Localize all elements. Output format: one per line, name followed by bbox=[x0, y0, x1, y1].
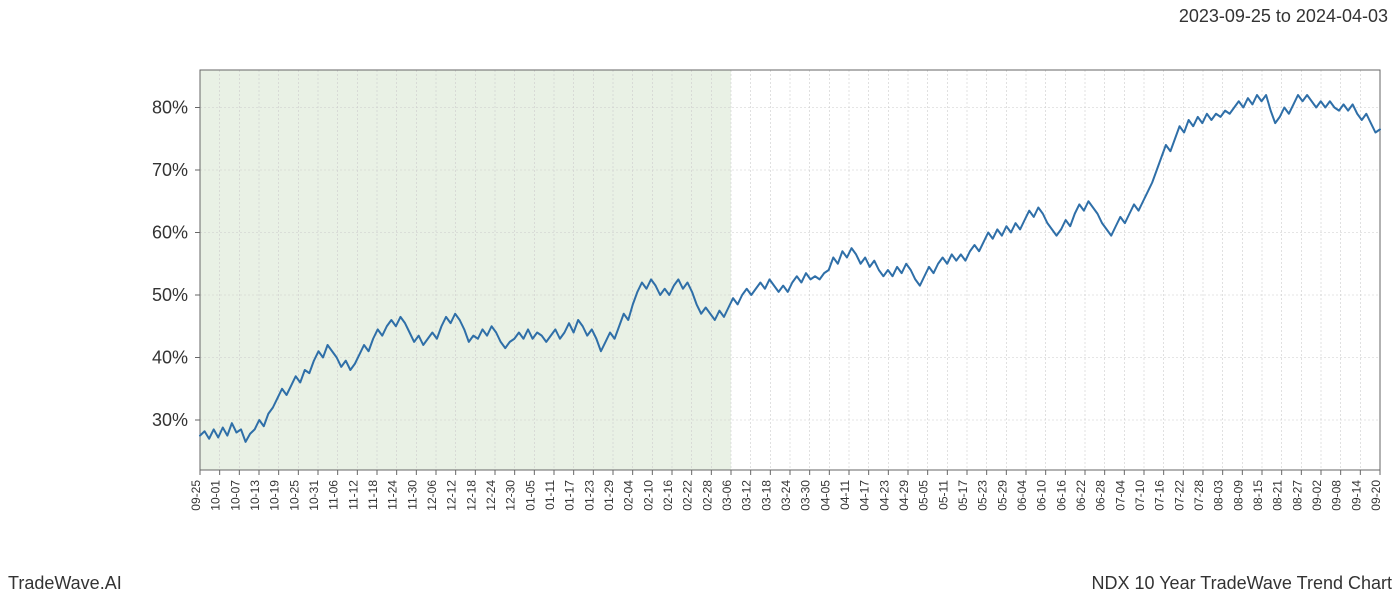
svg-text:05-29: 05-29 bbox=[995, 480, 1009, 511]
svg-text:03-06: 03-06 bbox=[720, 480, 734, 511]
svg-text:12-12: 12-12 bbox=[445, 480, 459, 511]
svg-text:09-08: 09-08 bbox=[1330, 480, 1344, 511]
svg-text:09-20: 09-20 bbox=[1369, 480, 1383, 511]
svg-text:03-30: 03-30 bbox=[799, 480, 813, 511]
svg-text:02-10: 02-10 bbox=[641, 480, 655, 511]
chart-title: NDX 10 Year TradeWave Trend Chart bbox=[1092, 573, 1393, 594]
svg-text:12-30: 12-30 bbox=[504, 480, 518, 511]
svg-text:01-23: 01-23 bbox=[582, 480, 596, 511]
svg-text:08-09: 08-09 bbox=[1231, 480, 1245, 511]
svg-text:02-16: 02-16 bbox=[661, 480, 675, 511]
svg-text:05-23: 05-23 bbox=[976, 480, 990, 511]
svg-text:10-31: 10-31 bbox=[307, 480, 321, 511]
svg-text:05-05: 05-05 bbox=[917, 480, 931, 511]
svg-text:11-12: 11-12 bbox=[346, 480, 360, 510]
brand-label: TradeWave.AI bbox=[8, 573, 122, 594]
svg-text:04-23: 04-23 bbox=[877, 480, 891, 511]
svg-text:04-11: 04-11 bbox=[838, 480, 852, 510]
svg-text:30%: 30% bbox=[152, 410, 188, 430]
svg-text:07-04: 07-04 bbox=[1113, 480, 1127, 511]
svg-text:01-29: 01-29 bbox=[602, 480, 616, 511]
svg-text:01-17: 01-17 bbox=[563, 480, 577, 511]
svg-text:60%: 60% bbox=[152, 223, 188, 243]
svg-text:09-02: 09-02 bbox=[1310, 480, 1324, 511]
svg-text:02-04: 02-04 bbox=[622, 480, 636, 511]
svg-text:04-05: 04-05 bbox=[818, 480, 832, 511]
svg-text:12-18: 12-18 bbox=[464, 480, 478, 511]
svg-text:05-11: 05-11 bbox=[936, 480, 950, 510]
svg-text:07-22: 07-22 bbox=[1172, 480, 1186, 511]
svg-text:50%: 50% bbox=[152, 285, 188, 305]
svg-text:06-28: 06-28 bbox=[1094, 480, 1108, 511]
svg-text:11-18: 11-18 bbox=[366, 480, 380, 510]
svg-text:09-14: 09-14 bbox=[1349, 480, 1363, 511]
svg-text:07-16: 07-16 bbox=[1153, 480, 1167, 511]
svg-text:06-22: 06-22 bbox=[1074, 480, 1088, 511]
svg-text:11-06: 11-06 bbox=[327, 480, 341, 510]
svg-text:06-04: 06-04 bbox=[1015, 480, 1029, 511]
svg-text:05-17: 05-17 bbox=[956, 480, 970, 511]
svg-text:08-27: 08-27 bbox=[1290, 480, 1304, 511]
svg-text:07-28: 07-28 bbox=[1192, 480, 1206, 511]
svg-text:10-25: 10-25 bbox=[287, 480, 301, 511]
svg-text:10-19: 10-19 bbox=[268, 480, 282, 511]
svg-text:09-25: 09-25 bbox=[189, 480, 203, 511]
svg-text:01-11: 01-11 bbox=[543, 480, 557, 510]
svg-text:02-22: 02-22 bbox=[681, 480, 695, 511]
svg-text:11-30: 11-30 bbox=[405, 480, 419, 510]
date-range-label: 2023-09-25 to 2024-04-03 bbox=[1179, 6, 1388, 27]
svg-text:40%: 40% bbox=[152, 348, 188, 368]
svg-text:11-24: 11-24 bbox=[386, 480, 400, 510]
svg-text:03-12: 03-12 bbox=[740, 480, 754, 511]
svg-text:70%: 70% bbox=[152, 160, 188, 180]
svg-text:10-01: 10-01 bbox=[209, 480, 223, 511]
svg-text:08-21: 08-21 bbox=[1271, 480, 1285, 511]
svg-text:06-10: 06-10 bbox=[1035, 480, 1049, 511]
svg-text:12-24: 12-24 bbox=[484, 480, 498, 511]
svg-text:10-13: 10-13 bbox=[248, 480, 262, 511]
svg-text:06-16: 06-16 bbox=[1054, 480, 1068, 511]
svg-text:07-10: 07-10 bbox=[1133, 480, 1147, 511]
svg-text:80%: 80% bbox=[152, 98, 188, 118]
svg-text:10-07: 10-07 bbox=[228, 480, 242, 511]
svg-text:04-17: 04-17 bbox=[858, 480, 872, 511]
svg-text:03-24: 03-24 bbox=[779, 480, 793, 511]
svg-text:02-28: 02-28 bbox=[700, 480, 714, 511]
svg-text:04-29: 04-29 bbox=[897, 480, 911, 511]
trend-chart: 30% 40% 50% 60% 70% 80% 09-25 10-01 10-07 10-13 10… bbox=[0, 40, 1400, 560]
svg-text:01-05: 01-05 bbox=[523, 480, 537, 511]
svg-text:03-18: 03-18 bbox=[759, 480, 773, 511]
svg-text:12-06: 12-06 bbox=[425, 480, 439, 511]
svg-text:08-03: 08-03 bbox=[1212, 480, 1226, 511]
chart-container: 30% 40% 50% 60% 70% 80% 09-25 10-01 10-07 10-13 10… bbox=[0, 40, 1400, 560]
svg-text:08-15: 08-15 bbox=[1251, 480, 1265, 511]
